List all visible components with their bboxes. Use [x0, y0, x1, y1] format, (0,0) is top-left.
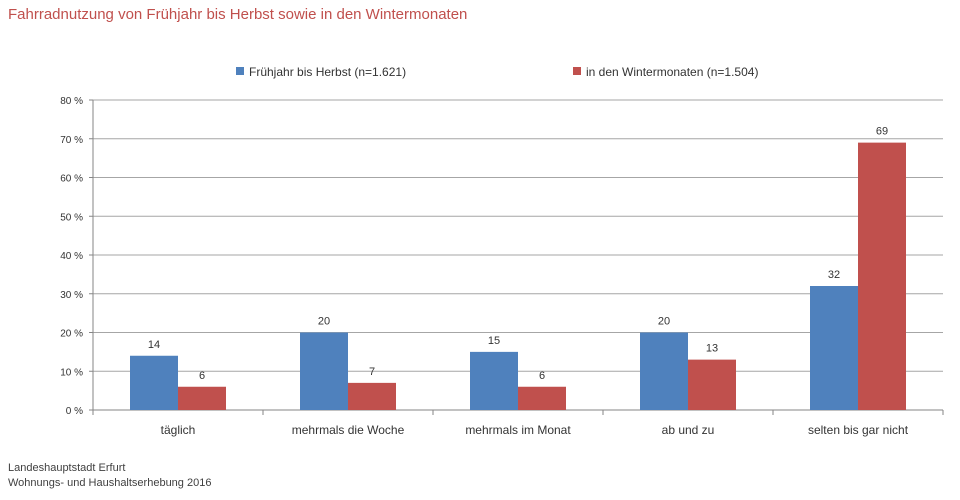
data-label: 7 [369, 366, 375, 378]
x-category-label: ab und zu [662, 423, 715, 437]
x-category-label: täglich [161, 423, 196, 437]
x-category-label: mehrmals die Woche [292, 423, 405, 437]
legend-label: Frühjahr bis Herbst (n=1.621) [249, 65, 406, 79]
data-label: 20 [658, 316, 670, 328]
y-tick-label: 80 % [60, 96, 83, 107]
data-label: 13 [706, 343, 718, 355]
bar [810, 286, 858, 410]
bar [688, 359, 736, 410]
data-label: 6 [539, 370, 545, 382]
source-note: Landeshauptstadt Erfurt Wohnungs- und Ha… [8, 461, 211, 491]
y-tick-label: 10 % [60, 367, 83, 378]
bar [640, 332, 688, 410]
bar [518, 386, 566, 410]
x-category-label: selten bis gar nicht [808, 423, 909, 437]
source-line-2: Wohnungs- und Haushaltserhebung 2016 [8, 477, 212, 489]
data-label: 6 [199, 370, 205, 382]
y-tick-label: 0 % [66, 406, 83, 417]
data-label: 69 [876, 126, 888, 138]
legend-label: in den Wintermonaten (n=1.504) [586, 65, 758, 79]
y-tick-label: 60 % [60, 174, 83, 185]
chart-title: Fahrradnutzung von Frühjahr bis Herbst s… [8, 6, 468, 23]
y-tick-label: 20 % [60, 329, 83, 340]
bar [348, 382, 396, 410]
source-line-1: Landeshauptstadt Erfurt [8, 462, 126, 474]
legend-swatch [236, 67, 244, 75]
y-tick-label: 70 % [60, 135, 83, 146]
data-label: 14 [148, 339, 160, 351]
bar [130, 355, 178, 410]
bar [300, 332, 348, 410]
bar [470, 351, 518, 410]
y-tick-label: 40 % [60, 251, 83, 262]
x-category-label: mehrmals im Monat [465, 423, 571, 437]
legend-swatch [573, 67, 581, 75]
data-label: 15 [488, 335, 500, 347]
bar [178, 386, 226, 410]
y-tick-label: 30 % [60, 290, 83, 301]
y-tick-label: 50 % [60, 212, 83, 223]
data-label: 20 [318, 316, 330, 328]
data-label: 32 [828, 269, 840, 281]
bar [858, 142, 906, 410]
